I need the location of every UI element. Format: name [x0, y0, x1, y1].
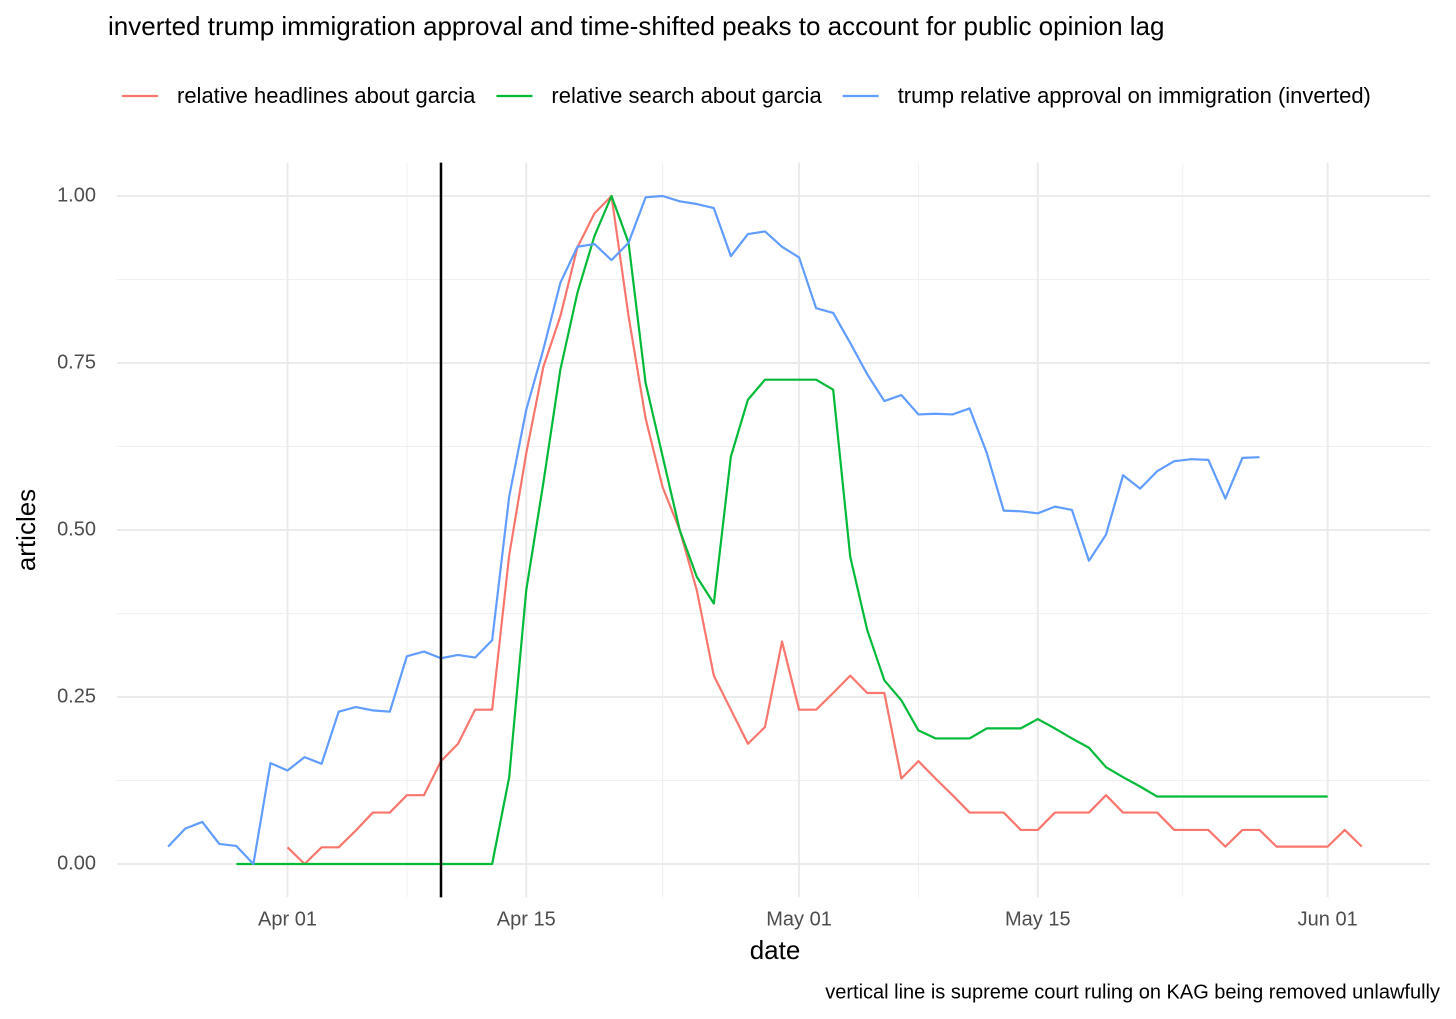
y-tick-label: 0.00: [57, 852, 96, 874]
legend-label: relative headlines about garcia: [177, 83, 476, 108]
y-tick-label: 0.50: [57, 518, 96, 540]
chart-title: inverted trump immigration approval and …: [108, 11, 1164, 41]
caption: vertical line is supreme court ruling on…: [825, 981, 1440, 1003]
series-line: [167, 194, 1260, 866]
x-tick-label: Jun 01: [1298, 908, 1358, 930]
x-tick-label: May 01: [766, 908, 832, 930]
x-tick-label: May 15: [1005, 908, 1071, 930]
y-axis-title: articles: [11, 489, 41, 571]
y-tick-label: 0.75: [57, 351, 96, 373]
series-line: [236, 194, 1328, 866]
x-axis-title: date: [750, 935, 801, 965]
x-tick-label: Apr 15: [497, 908, 556, 930]
legend-label: relative search about garcia: [551, 83, 822, 108]
series-line: [286, 194, 1363, 866]
x-tick-label: Apr 01: [258, 908, 317, 930]
y-tick-label: 1.00: [57, 184, 96, 206]
legend-label: trump relative approval on immigration (…: [898, 83, 1371, 108]
y-tick-label: 0.25: [57, 685, 96, 707]
